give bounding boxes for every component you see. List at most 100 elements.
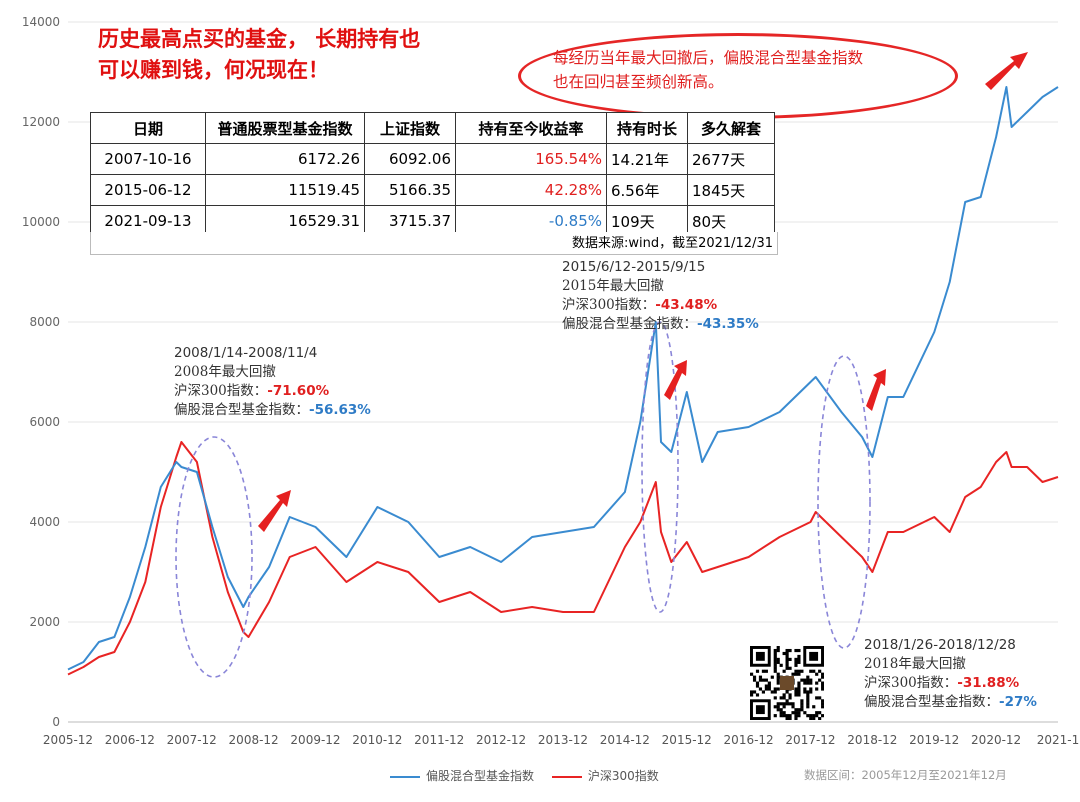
cell-holding: 6.56年 [606,174,688,206]
qr-module [818,711,822,715]
legend-label: 偏股混合型基金指数 [426,769,535,783]
qr-module [800,678,804,682]
qr-module [797,657,801,661]
y-tick-label: 12000 [22,115,60,129]
qr-module [764,669,768,673]
headline-line2: 可以赚到钱，何况现在！ [98,58,329,82]
annotation-period: 2018/1/26-2018/12/28 [864,637,1016,653]
col-fund-index: 普通股票型基金指数 [205,112,365,144]
qr-module [818,669,822,673]
qr-module [773,654,777,659]
x-tick-label: 2007-12 [167,733,217,747]
arrow-up-right-icon [258,490,291,532]
cell-recovery: 80天 [687,205,775,237]
qr-module [755,669,760,673]
drawdown-oval-2015 [641,321,679,613]
callout-line1: 每经历当年最大回撤后，偏股混合型基金指数 [553,49,864,67]
y-tick-label: 6000 [29,415,60,429]
qr-module [758,687,763,691]
qr-finder [755,705,765,715]
cell-recovery: 2677天 [687,143,775,175]
annotation-hs300-label: 沪深300指数： [174,383,268,399]
qr-module [776,646,780,650]
qr-logo [780,676,794,690]
annotation-fund-label: 偏股混合型基金指数： [864,694,999,710]
qr-module [788,714,792,718]
qr-module [797,693,801,697]
legend-label: 沪深300指数 [587,769,659,783]
qr-module [767,684,771,688]
y-tick-label: 14000 [22,15,60,29]
qr-module [776,648,780,653]
x-tick-label: 2009-12 [290,733,340,747]
qr-module [794,690,798,694]
qr-finder [755,651,765,661]
qr-module [797,690,801,694]
qr-module [815,672,819,676]
qr-module [806,690,810,694]
callout-line2: 也在回归甚至频创新高。 [553,73,724,91]
qr-module [773,657,777,661]
qr-module [764,684,768,688]
qr-module [797,711,801,715]
qr-module [785,663,789,667]
qr-module [788,717,792,720]
qr-module [761,690,765,694]
qr-module [797,672,801,676]
qr-module [818,678,822,682]
headline-line1: 历史最高点买的基金， 长期持有也 [98,27,421,51]
col-holding: 持有时长 [606,112,688,144]
x-tick-label: 2019-12 [909,733,959,747]
qr-module [782,705,786,709]
qr-module [806,678,810,682]
qr-module [806,693,810,697]
qr-module [809,678,813,682]
qr-module [788,696,792,700]
cell-sse-index: 5166.35 [364,174,456,206]
x-tick-label: 2020-12 [971,733,1021,747]
col-date: 日期 [90,112,206,144]
qr-module [806,714,810,718]
qr-module [797,714,801,718]
legend-item-hs300: 沪深300指数 [551,769,659,783]
qr-module [821,684,824,688]
y-tick-label: 10000 [22,215,60,229]
qr-module [782,651,786,656]
annotation-fund-label: 偏股混合型基金指数： [562,316,697,332]
cell-date: 2015-06-12 [90,174,206,206]
annotation-fund-value: -27% [999,694,1037,710]
data-source-note: 数据来源:wind，截至2021/12/31 [90,232,778,255]
y-tick-label: 2000 [29,615,60,629]
qr-module [785,702,789,706]
qr-module [800,708,804,712]
qr-module [809,717,813,720]
x-tick-label: 2018-12 [847,733,897,747]
qr-module [797,684,801,688]
qr-module [815,681,819,685]
qr-module [794,708,798,712]
qr-module [815,696,819,700]
cell-return: 165.54% [455,143,607,175]
qr-module [770,675,774,679]
col-return: 持有至今收益率 [455,112,607,144]
chart-series [67,86,1059,676]
qr-module [779,711,783,715]
qr-module [776,675,780,679]
qr-module [773,648,777,653]
annotation-fund-label: 偏股混合型基金指数： [174,402,309,418]
qr-module [779,702,783,706]
qr-module [776,702,780,706]
legend-swatch [390,775,420,778]
annotation-2015: 2015/6/12-2015/9/15 2015年最大回撤 沪深300指数：-4… [562,258,759,334]
qr-module [773,696,777,700]
qr-module [818,717,822,720]
qr-module [794,669,798,673]
cell-fund-index: 16529.31 [205,205,365,237]
qr-module [752,675,757,679]
qr-module [773,663,777,667]
qr-module [773,669,777,673]
qr-module [764,678,768,682]
qr-module [794,663,798,667]
qr-module [776,678,780,682]
cell-recovery: 1845天 [687,174,775,206]
